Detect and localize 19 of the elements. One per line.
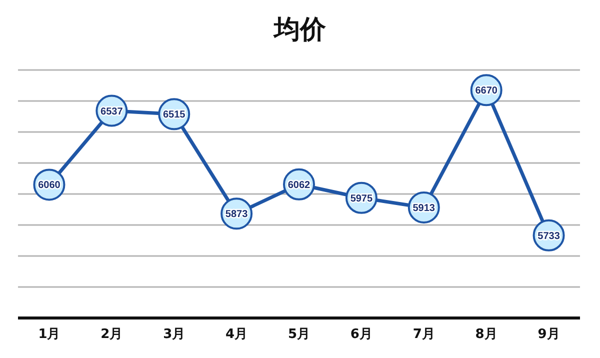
data-label: 5913 [412, 202, 436, 214]
x-tick-label: 7月 [412, 327, 435, 342]
x-tick-label: 8月 [475, 327, 498, 342]
data-label: 6060 [38, 180, 61, 192]
x-tick-label: 9月 [538, 327, 560, 342]
x-tick-label: 2月 [100, 327, 123, 342]
data-label: 5873 [225, 209, 248, 220]
data-label: 6062 [288, 180, 311, 191]
x-tick-label: 3月 [163, 327, 186, 342]
data-label: 5733 [538, 230, 560, 242]
data-label: 5975 [350, 193, 374, 204]
x-tick-label: 6月 [350, 327, 372, 342]
data-label: 6537 [100, 106, 124, 118]
data-label: 6670 [475, 86, 498, 97]
data-label: 6515 [162, 110, 186, 121]
x-tick-label: 4月 [226, 327, 248, 342]
x-tick-label: 5月 [288, 327, 310, 342]
chart-title: 均价 [272, 15, 327, 45]
x-tick-label: 1月 [38, 327, 60, 342]
